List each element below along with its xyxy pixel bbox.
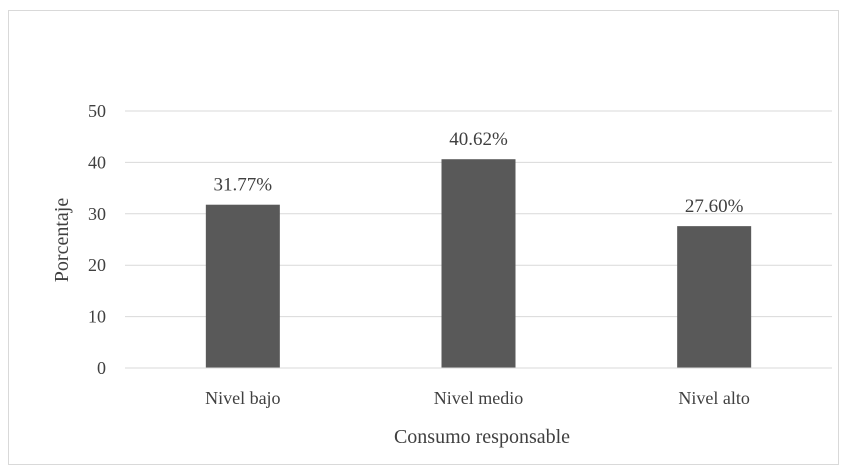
- data-label: 31.77%: [214, 175, 273, 196]
- y-axis-ticks: 0 10 20 30 40 50: [88, 101, 106, 378]
- bars: [205, 159, 752, 368]
- y-tick-label: 0: [97, 358, 106, 378]
- y-tick-label: 50: [88, 101, 106, 121]
- data-label: 40.62%: [449, 129, 508, 150]
- y-tick-label: 40: [88, 152, 106, 172]
- x-tick-label: Nivel bajo: [205, 388, 280, 408]
- bar: [205, 204, 280, 368]
- x-axis-title: Consumo responsable: [394, 426, 570, 448]
- data-labels: 31.77% 40.62% 27.60%: [214, 129, 744, 217]
- bar: [441, 159, 516, 368]
- y-tick-label: 10: [88, 307, 106, 327]
- x-tick-label: Nivel alto: [678, 388, 749, 408]
- y-tick-label: 30: [88, 204, 106, 224]
- data-label: 27.60%: [685, 196, 744, 217]
- y-axis-title: Porcentaje: [51, 198, 73, 283]
- x-axis-ticks: Nivel bajo Nivel medio Nivel alto: [205, 388, 750, 408]
- x-tick-label: Nivel medio: [434, 388, 523, 408]
- bar: [677, 226, 752, 368]
- y-tick-label: 20: [88, 255, 106, 275]
